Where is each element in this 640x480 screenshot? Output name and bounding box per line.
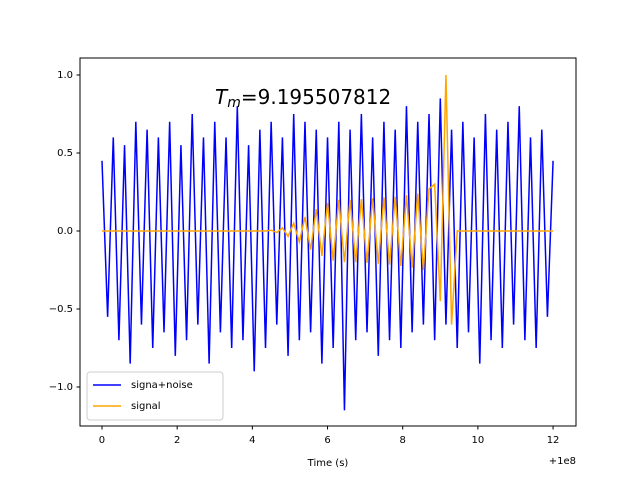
annotation-symbol: T bbox=[215, 85, 229, 109]
x-axis-label: Time (s) bbox=[307, 458, 349, 469]
y-tick-label: 1.0 bbox=[57, 70, 73, 81]
x-tick-label: 2 bbox=[174, 435, 180, 446]
annotation-text: =9.195507812 bbox=[241, 85, 391, 109]
annotation-subscript: m bbox=[227, 95, 241, 111]
x-tick-label: 10 bbox=[472, 435, 485, 446]
legend-box bbox=[86, 371, 224, 421]
y-tick-label: −0.5 bbox=[49, 304, 73, 315]
x-offset-label: +1e8 bbox=[549, 456, 576, 467]
x-tick-label: 0 bbox=[99, 435, 105, 446]
series-line bbox=[101, 98, 554, 411]
x-tick-label: 12 bbox=[547, 435, 560, 446]
y-tick-label: −1.0 bbox=[49, 382, 73, 393]
annotation: Tm=9.195507812 bbox=[215, 85, 391, 112]
legend-label: signal bbox=[131, 401, 161, 412]
plot-area bbox=[101, 74, 554, 411]
y-tick-label: 0.0 bbox=[57, 226, 73, 237]
legend: signa+noise signal bbox=[86, 371, 224, 421]
legend-label: signa+noise bbox=[131, 380, 193, 391]
x-tick-label: 4 bbox=[249, 435, 255, 446]
series-line bbox=[101, 74, 554, 325]
x-tick-label: 6 bbox=[324, 435, 330, 446]
y-tick-label: 0.5 bbox=[57, 148, 73, 159]
x-tick-label: 8 bbox=[400, 435, 406, 446]
